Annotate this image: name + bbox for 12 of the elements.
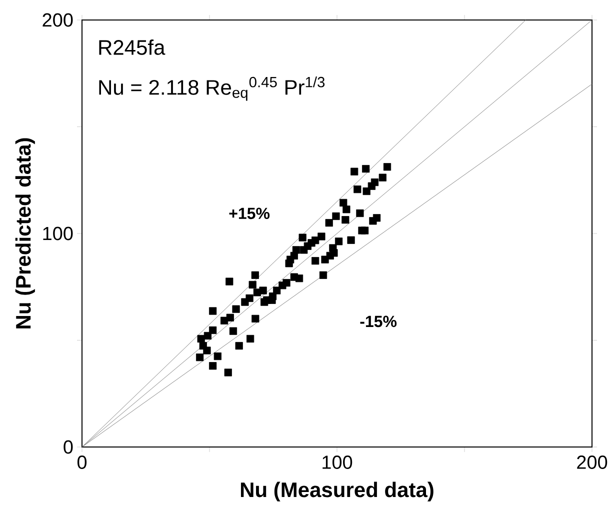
annotation: +15% [229, 208, 270, 220]
y-axis-title: Nu (Predicted data) [15, 138, 35, 328]
annotation: Nu = 2.118 Re$_{eq}$$^{0.45}$ Pr$^{1/3}$ [99, 76, 325, 101]
y-tick-label: 100 [43, 226, 73, 240]
y-tick-label: 200 [42, 13, 73, 27]
x-tick-label: 0 [77, 456, 87, 469]
annotation: -15% [360, 316, 397, 328]
x-axis-title: Nu (Measured data) [240, 482, 434, 502]
x-tick-label: 100 [322, 456, 352, 469]
y-tick-label: 0 [64, 440, 73, 454]
annotation: R245fa [99, 40, 166, 55]
x-tick-label: 200 [577, 456, 608, 469]
